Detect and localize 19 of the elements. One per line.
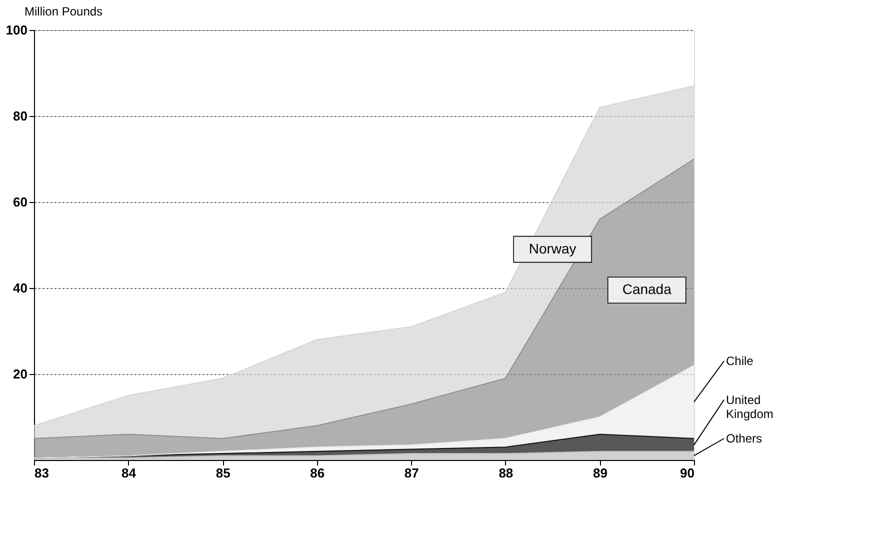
text: United Kingdom (726, 392, 774, 421)
x-tick-label: 89 (592, 466, 608, 480)
y-tick-label: 20 (13, 366, 28, 382)
series-label: Norway (528, 240, 576, 256)
text: Chile (726, 354, 754, 368)
y-tick-label: 40 (13, 280, 28, 296)
series-label: Canada (622, 281, 672, 298)
x-tick-label: 88 (498, 466, 514, 480)
x-tick-label: 84 (122, 466, 137, 480)
x-tick-label: 87 (404, 466, 419, 480)
x-tick-label: 85 (216, 466, 230, 480)
x-tick-label: 86 (310, 466, 325, 480)
y-tick-label: 80 (13, 108, 28, 124)
x-tick-label: 90 (680, 466, 694, 480)
x-tick-label: 83 (34, 466, 49, 480)
y-tick-label: 60 (13, 194, 28, 210)
y-axis-title: Million Pounds (24, 4, 103, 18)
text: Others (726, 432, 762, 446)
y-tick-label: 100 (6, 22, 28, 38)
